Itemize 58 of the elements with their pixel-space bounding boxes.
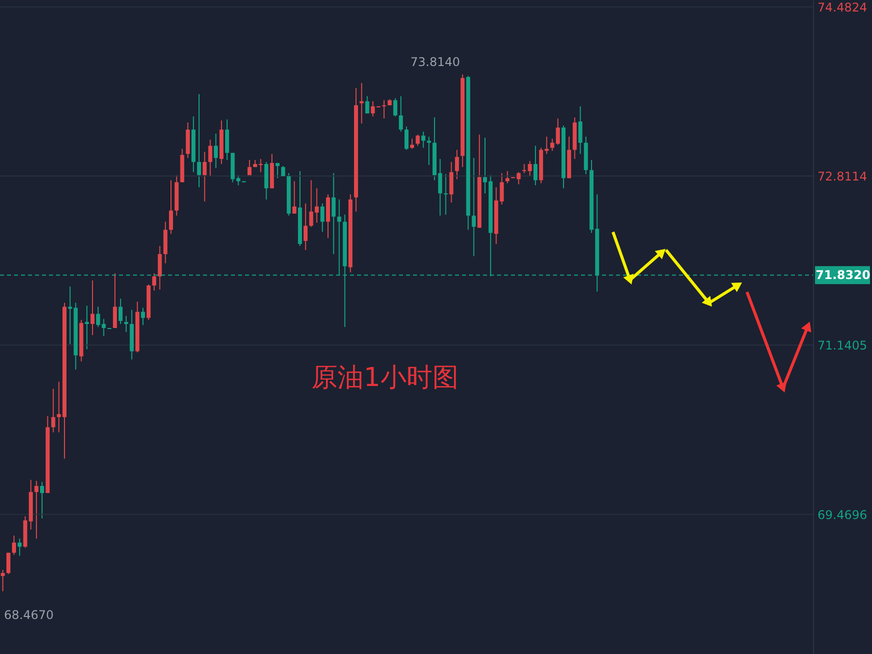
candlestick: [12, 535, 16, 556]
candlestick: [6, 552, 10, 575]
y-tick-label: 74.4824: [818, 0, 868, 14]
candlestick: [332, 172, 336, 255]
candlestick: [208, 139, 212, 177]
candlestick: [410, 138, 414, 150]
candlestick: [505, 170, 510, 184]
candlestick: [51, 388, 56, 433]
candlestick: [40, 481, 44, 519]
candlestick: [360, 82, 364, 124]
candlestick: [533, 145, 538, 186]
candlestick: [90, 280, 95, 336]
annotation: 73.8140: [410, 55, 460, 69]
candlestick: [309, 180, 314, 228]
candlestick: [416, 134, 420, 146]
candlestick: [118, 298, 123, 324]
annotation: 原油1小时图: [312, 363, 458, 393]
candlestick: [382, 100, 386, 119]
candlestick: [314, 188, 319, 224]
candlestick: [500, 172, 504, 205]
annotation: 68.4670: [4, 608, 54, 622]
y-tick-label: 69.4696: [818, 508, 868, 522]
candlestick: [472, 157, 476, 257]
candlestick: [528, 160, 532, 177]
candlestick: [124, 315, 128, 333]
candlestick: [444, 174, 448, 216]
candlestick: [320, 202, 324, 232]
candlestick: [304, 202, 308, 251]
candlestick: [276, 162, 280, 179]
candlestick: [365, 96, 370, 114]
candlestick: [426, 136, 431, 166]
candlestick: [140, 307, 145, 326]
candlestick: [578, 106, 582, 154]
candlestick: [449, 161, 454, 203]
candlestick: [214, 133, 218, 169]
candlestick: [522, 164, 526, 174]
y-tick-label: 72.8114: [818, 170, 868, 184]
candlestick: [292, 180, 296, 214]
ref-line-label: 71.8320: [816, 268, 870, 282]
candlestick: [225, 118, 230, 160]
candlestick: [404, 126, 408, 150]
candlestick: [236, 174, 240, 186]
candlestick: [34, 480, 38, 540]
y-tick-label: 71.1405: [818, 338, 868, 353]
candlestick: [84, 305, 89, 350]
candlestick: [152, 272, 156, 292]
candlestick: [248, 159, 252, 176]
candlestick: [398, 96, 403, 132]
candlestick: [158, 246, 162, 290]
candlestick: [112, 272, 117, 329]
candlestick: [202, 151, 207, 202]
candlestick: [454, 149, 459, 180]
candlestick: [0, 569, 5, 592]
candlestick: [169, 180, 174, 234]
candlestick: [18, 538, 22, 556]
candlestick: [197, 94, 202, 188]
candlestick: [421, 131, 426, 148]
candlestick: [393, 98, 398, 117]
